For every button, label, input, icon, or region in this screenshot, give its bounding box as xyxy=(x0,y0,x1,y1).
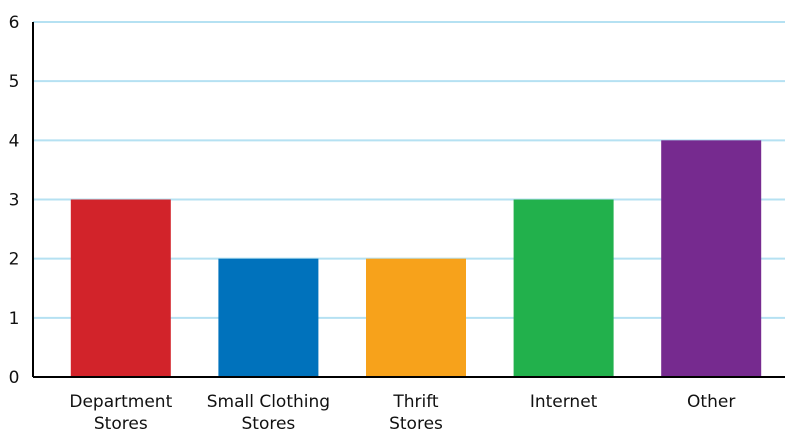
y-tick-label: 0 xyxy=(9,368,20,388)
y-tick-label: 1 xyxy=(9,309,20,329)
y-tick-label: 6 xyxy=(9,13,20,33)
bar xyxy=(218,258,319,377)
x-tick-label: Other xyxy=(687,392,735,412)
x-tick-label: Small Clothing Stores xyxy=(207,392,330,434)
bar xyxy=(366,258,466,377)
x-tick-label: Thrift Stores xyxy=(389,392,443,434)
bar xyxy=(513,199,614,377)
bar xyxy=(661,140,762,377)
x-tick-label: Department Stores xyxy=(69,392,172,434)
y-tick-label: 2 xyxy=(9,250,20,270)
y-tick-label: 5 xyxy=(9,72,20,92)
y-tick-label: 4 xyxy=(9,131,20,151)
bar xyxy=(70,199,171,377)
y-tick-label: 3 xyxy=(9,191,20,211)
x-tick-label: Internet xyxy=(530,392,598,412)
